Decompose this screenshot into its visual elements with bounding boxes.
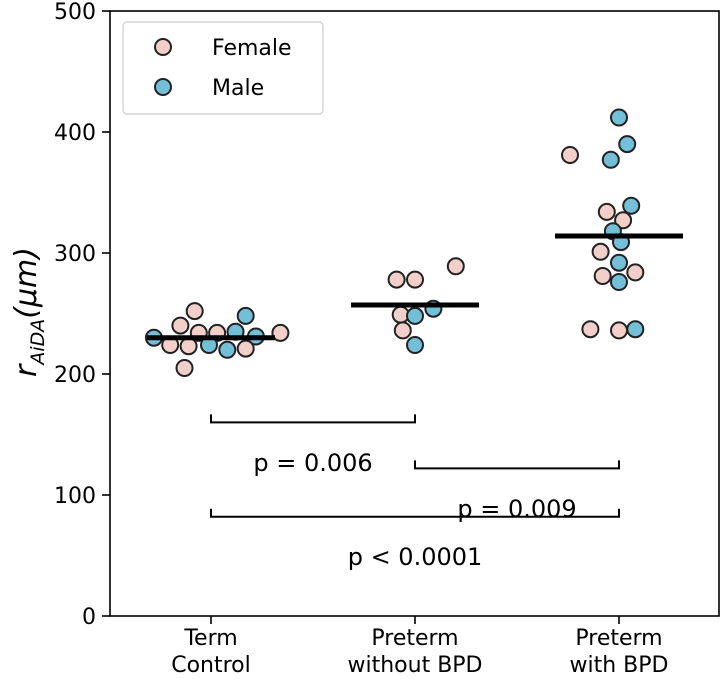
data-point-0-3 xyxy=(171,316,190,335)
legend-male-label: Male xyxy=(212,76,264,101)
data-point-0-14 xyxy=(175,359,194,377)
data-point-2-12 xyxy=(593,267,612,285)
data-point-0-4 xyxy=(236,306,255,325)
y-tick-label-400: 400 xyxy=(54,121,96,146)
y-axis: 0 100 200 300 400 500 xyxy=(54,0,110,630)
data-point-2-4 xyxy=(622,196,641,215)
svg-text:rAiDA(μm): rAiDA(μm) xyxy=(9,247,49,377)
data-point-0-13 xyxy=(236,339,255,358)
data-point-2-16 xyxy=(626,320,645,339)
data-points xyxy=(144,108,645,377)
p-value-label-1: p = 0.009 xyxy=(457,495,576,523)
data-point-1-5 xyxy=(406,306,424,325)
y-axis-label-unit: (μm) xyxy=(9,247,44,319)
significance-bracket-2 xyxy=(210,508,620,518)
data-point-0-12 xyxy=(218,340,237,359)
data-point-2-9 xyxy=(591,242,610,261)
y-tick-label-100: 100 xyxy=(54,484,96,509)
data-point-2-15 xyxy=(610,321,628,340)
data-point-1-2 xyxy=(446,257,465,276)
significance-annotations: p = 0.006 p = 0.009 p < 0.0001 xyxy=(210,414,620,571)
x-category-label-line1-0: Term xyxy=(183,626,237,651)
data-point-1-7 xyxy=(406,336,424,354)
data-point-0-8 xyxy=(271,323,290,342)
data-point-2-0 xyxy=(610,108,628,127)
y-axis-label-subscript: AiDA xyxy=(27,319,49,367)
median-lines xyxy=(147,233,683,341)
significance-bracket-0 xyxy=(210,414,416,424)
x-category-label-line1-1: Preterm xyxy=(371,626,458,651)
legend-female-label: Female xyxy=(212,36,292,61)
data-point-2-6 xyxy=(614,211,633,230)
y-axis-label: rAiDA(μm) xyxy=(9,247,49,377)
y-tick-label-200: 200 xyxy=(54,363,96,388)
data-point-1-1 xyxy=(406,270,424,289)
y-tick-label-0: 0 xyxy=(82,605,96,630)
legend-male-marker xyxy=(154,78,172,96)
data-point-1-0 xyxy=(387,270,406,289)
legend-box xyxy=(122,21,324,115)
data-point-2-2 xyxy=(561,146,579,164)
legend: Female Male xyxy=(122,21,324,115)
p-value-label-0: p = 0.006 xyxy=(253,449,372,477)
data-point-2-13 xyxy=(610,273,628,291)
data-point-2-1 xyxy=(618,135,637,154)
data-point-2-5 xyxy=(597,202,616,221)
y-tick-label-500: 500 xyxy=(54,0,96,25)
x-category-label-line1-2: Preterm xyxy=(575,626,662,651)
data-point-1-6 xyxy=(393,321,412,340)
x-category-label-line2-2: with BPD xyxy=(570,653,669,678)
data-point-2-10 xyxy=(610,253,628,272)
x-category-label-line2-1: without BPD xyxy=(348,653,483,678)
legend-female-marker xyxy=(154,38,172,56)
data-point-0-2 xyxy=(185,302,204,321)
x-category-label-line2-0: Control xyxy=(171,653,251,678)
significance-bracket-1 xyxy=(414,460,620,470)
data-point-0-10 xyxy=(179,337,198,356)
p-value-label-2: p < 0.0001 xyxy=(348,543,483,571)
data-point-2-3 xyxy=(601,150,620,169)
data-point-2-11 xyxy=(626,263,645,282)
data-point-2-14 xyxy=(581,320,600,339)
y-tick-label-300: 300 xyxy=(54,242,96,267)
y-axis-label-main: r xyxy=(9,363,44,377)
